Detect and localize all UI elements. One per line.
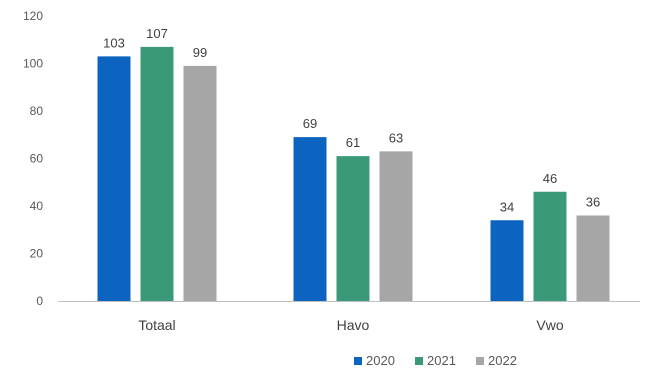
data-label: 46: [543, 171, 557, 186]
x-tick-label: Totaal: [138, 317, 175, 333]
legend: 2020 2021 2022: [354, 353, 517, 368]
bar-vwo-2020: [490, 220, 524, 301]
data-label: 36: [586, 195, 600, 210]
legend-label: 2022: [488, 353, 517, 368]
bar-havo-2020: [293, 137, 327, 301]
y-tick-label: 120: [23, 9, 43, 23]
y-tick-label: 0: [36, 294, 43, 308]
legend-swatch: [354, 357, 362, 365]
legend-label: 2021: [427, 353, 456, 368]
bar-totaal-2021: [140, 46, 174, 301]
bar-vwo-2022: [576, 215, 610, 301]
data-labels-group: 103 107 99 69 61 63 34 46 36: [103, 26, 600, 214]
data-label: 99: [193, 45, 207, 60]
legend-swatch: [415, 357, 423, 365]
y-tick-label: 80: [30, 104, 44, 118]
bar-havo-2021: [336, 156, 370, 301]
bar-vwo-2021: [533, 191, 567, 301]
legend-swatch: [476, 357, 484, 365]
data-label: 61: [346, 135, 360, 150]
data-label: 69: [303, 116, 317, 131]
data-label: 103: [103, 35, 125, 50]
bar-totaal-2020: [97, 56, 131, 301]
y-axis: 0 20 40 60 80 100 120: [23, 9, 43, 308]
data-label: 107: [146, 26, 168, 41]
bars-group: [97, 46, 610, 301]
y-tick-label: 20: [30, 247, 44, 261]
y-tick-label: 60: [30, 152, 44, 166]
bar-totaal-2022: [183, 65, 217, 301]
x-tick-label: Vwo: [536, 317, 563, 333]
x-axis: Totaal Havo Vwo: [138, 317, 564, 333]
x-tick-label: Havo: [337, 317, 370, 333]
y-tick-label: 100: [23, 57, 43, 71]
y-tick-label: 40: [30, 199, 44, 213]
bar-havo-2022: [379, 151, 413, 301]
data-label: 63: [389, 130, 403, 145]
legend-label: 2020: [366, 353, 395, 368]
data-label: 34: [500, 199, 514, 214]
